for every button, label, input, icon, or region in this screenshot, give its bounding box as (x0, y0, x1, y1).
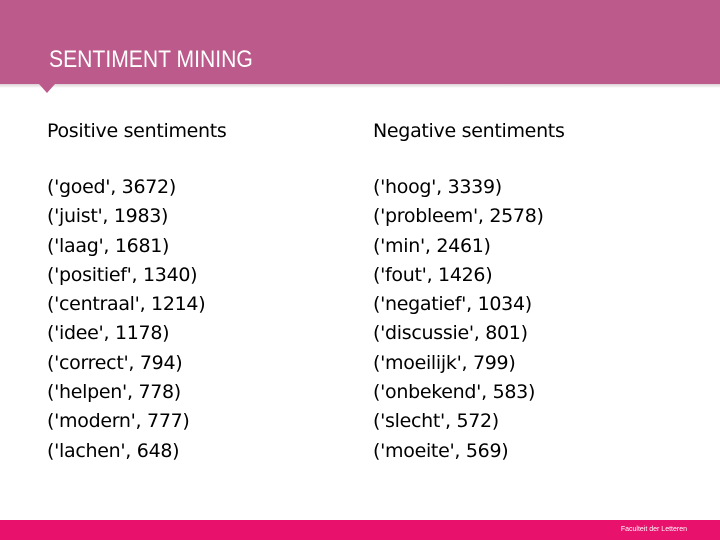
list-item: ('correct', 794) (47, 351, 183, 374)
list-item: ('lachen', 648) (47, 439, 180, 462)
list-item: ('laag', 1681) (47, 234, 170, 257)
positive-sentiments-column: Positive sentiments ('goed', 3672) ('jui… (47, 117, 227, 466)
list-item: ('juist', 1983) (47, 205, 169, 228)
list-item: ('onbekend', 583) (373, 381, 536, 404)
list-item: ('fout', 1426) (373, 263, 493, 286)
negative-list: ('hoog', 3339) ('probleem', 2578) ('min'… (373, 173, 565, 466)
negative-heading: Negative sentiments (373, 120, 565, 142)
title-pointer (39, 84, 55, 93)
title-bar (0, 0, 720, 84)
list-item: ('idee', 1178) (47, 322, 170, 345)
list-item: ('positief', 1340) (47, 263, 198, 286)
title-bar-shadow (0, 84, 720, 88)
list-item: ('min', 2461) (373, 234, 491, 257)
positive-heading: Positive sentiments (47, 120, 227, 142)
list-item: ('slecht', 572) (373, 410, 499, 433)
list-item: ('probleem', 2578) (373, 205, 544, 228)
list-item: ('goed', 3672) (47, 176, 176, 198)
footer-text: Faculteit der Letteren (620, 526, 687, 533)
list-item: ('moeilijk', 799) (373, 351, 516, 374)
positive-list: ('goed', 3672) ('juist', 1983) ('laag', … (47, 173, 227, 466)
list-item: ('discussie', 801) (373, 322, 528, 345)
list-item: ('modern', 777) (47, 410, 190, 433)
slide-title: SENTIMENT MINING (49, 46, 253, 73)
list-item: ('helpen', 778) (47, 381, 181, 404)
footer-bar: Faculteit der Letteren (0, 520, 720, 540)
list-item: ('negatief', 1034) (373, 293, 532, 316)
list-item: ('hoog', 3339) (373, 176, 502, 198)
list-item: ('centraal', 1214) (47, 293, 206, 316)
negative-sentiments-column: Negative sentiments ('hoog', 3339) ('pro… (373, 117, 565, 466)
list-item: ('moeite', 569) (373, 439, 509, 462)
